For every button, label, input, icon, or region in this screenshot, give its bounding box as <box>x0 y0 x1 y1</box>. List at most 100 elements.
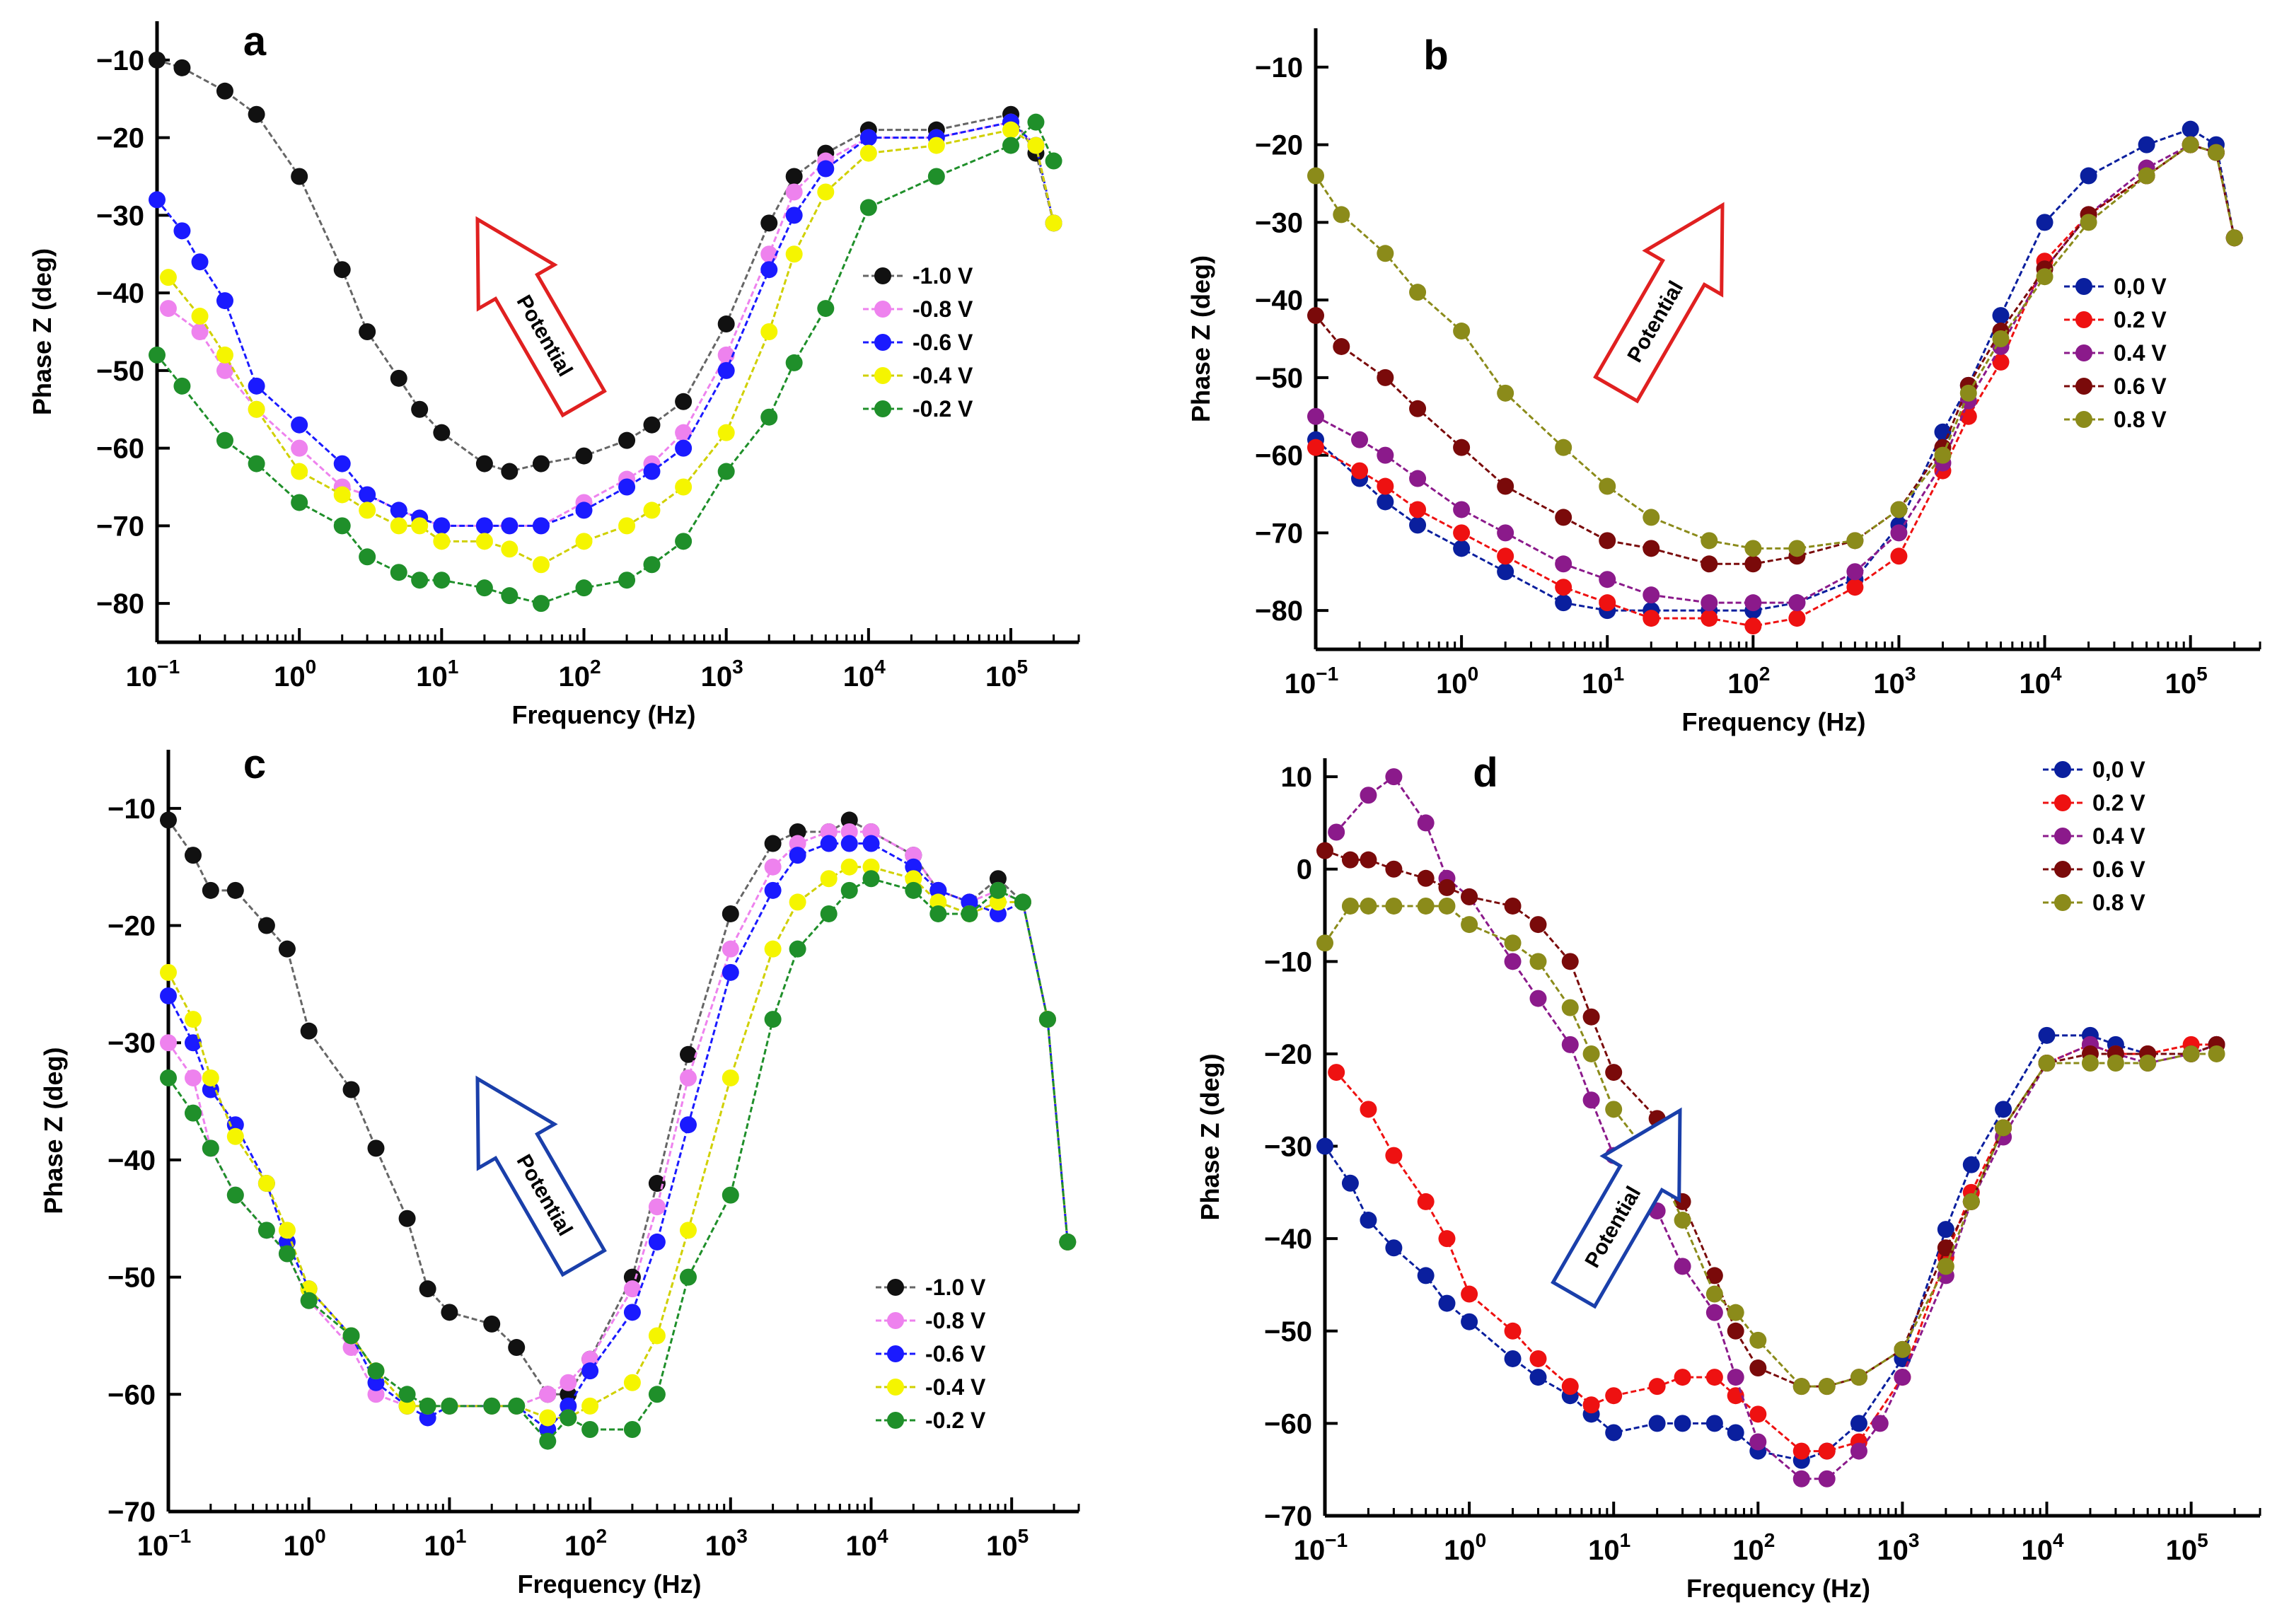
data-point <box>1377 369 1394 386</box>
data-point <box>1995 1119 2012 1137</box>
data-point <box>820 823 838 840</box>
data-point <box>1705 1415 1723 1432</box>
data-point <box>342 1327 360 1345</box>
data-point <box>1792 1442 1810 1460</box>
x-tick-label: 101 <box>416 656 458 692</box>
legend-label: 0.8 V <box>2114 407 2167 432</box>
data-point <box>1307 307 1324 325</box>
data-point <box>560 1374 577 1391</box>
data-point <box>1351 431 1369 448</box>
data-point <box>333 455 351 472</box>
data-point <box>1529 1369 1547 1386</box>
data-point <box>722 1186 739 1204</box>
data-point <box>191 253 209 271</box>
data-point <box>643 556 661 574</box>
data-point <box>1705 1304 1723 1321</box>
data-point <box>291 494 308 511</box>
data-point <box>575 533 593 550</box>
data-point <box>1529 953 1547 970</box>
data-point <box>1599 594 1616 612</box>
data-point <box>785 245 803 263</box>
data-point <box>1438 878 1456 896</box>
legend-marker <box>874 334 891 351</box>
data-point <box>2080 167 2097 185</box>
data-point <box>1360 787 1377 804</box>
legend-label: 0.4 V <box>2092 823 2145 849</box>
data-point <box>278 1222 296 1239</box>
legend-label: -0.4 V <box>925 1374 986 1400</box>
data-point <box>789 835 806 852</box>
data-point <box>226 1186 244 1204</box>
data-point <box>764 1011 782 1028</box>
data-point <box>411 572 429 589</box>
data-point <box>2138 136 2155 153</box>
data-point <box>1727 1369 1744 1386</box>
data-point <box>2208 1045 2225 1062</box>
data-point <box>278 940 296 958</box>
data-point <box>1385 768 1403 786</box>
legend-label: 0,0 V <box>2114 274 2167 299</box>
data-point <box>905 847 922 864</box>
data-point <box>675 393 693 410</box>
data-point <box>1027 137 1045 154</box>
data-point <box>1749 1433 1767 1451</box>
series-0-4-V <box>1328 768 2225 1487</box>
data-point <box>475 533 493 550</box>
data-point <box>475 517 493 535</box>
data-point <box>191 308 209 325</box>
data-point <box>1497 563 1514 581</box>
data-point <box>398 1397 416 1415</box>
data-point <box>675 533 693 550</box>
data-point <box>539 1409 557 1427</box>
data-point <box>1643 509 1660 526</box>
data-point <box>1417 814 1435 832</box>
data-point <box>1871 1415 1889 1432</box>
data-point <box>1497 477 1514 495</box>
legend-marker <box>2075 311 2092 328</box>
series-0-2-V <box>1328 1036 2225 1460</box>
data-point <box>248 400 265 418</box>
data-point <box>1555 579 1572 596</box>
data-point <box>1307 167 1324 185</box>
data-point <box>717 463 735 480</box>
data-point <box>1333 337 1350 355</box>
data-point <box>1409 516 1427 534</box>
data-point <box>508 1339 526 1357</box>
x-tick-label: 10−1 <box>137 1525 191 1562</box>
data-point <box>291 416 308 434</box>
data-point <box>539 1386 557 1403</box>
data-point <box>1002 121 1020 139</box>
series-line <box>1323 905 2217 1388</box>
data-point <box>1385 1239 1403 1257</box>
data-point <box>817 300 835 318</box>
data-point <box>989 905 1007 922</box>
data-point <box>433 572 451 589</box>
data-point <box>1992 330 2010 347</box>
series--0-6-V <box>149 113 1062 535</box>
data-point <box>501 463 519 480</box>
data-point <box>398 1386 416 1403</box>
legend: -1.0 V -0.8 V -0.6 V -0.4 V -0.2 V <box>876 1275 986 1433</box>
data-point <box>1890 547 1908 565</box>
data-point <box>1992 307 2010 325</box>
data-point <box>643 463 661 480</box>
data-point <box>1727 1304 1744 1321</box>
data-point <box>905 870 922 888</box>
data-point <box>257 1175 275 1193</box>
series-line <box>1314 143 2236 565</box>
data-point <box>1705 1285 1723 1303</box>
x-tick-label: 103 <box>701 656 743 692</box>
data-point <box>532 455 550 472</box>
data-point <box>160 1069 177 1086</box>
series-line <box>1314 143 2236 550</box>
y-tick-label: 10 <box>1281 762 1313 793</box>
y-tick-label: 0 <box>1297 854 1312 886</box>
data-point <box>905 858 922 876</box>
y-tick-label: −50 <box>108 1263 156 1294</box>
data-point <box>560 1397 577 1415</box>
y-tick-label: −40 <box>1255 285 1303 316</box>
y-tick-label: −60 <box>1264 1408 1312 1439</box>
data-point <box>820 870 838 888</box>
data-point <box>532 556 550 574</box>
data-point <box>717 346 735 364</box>
